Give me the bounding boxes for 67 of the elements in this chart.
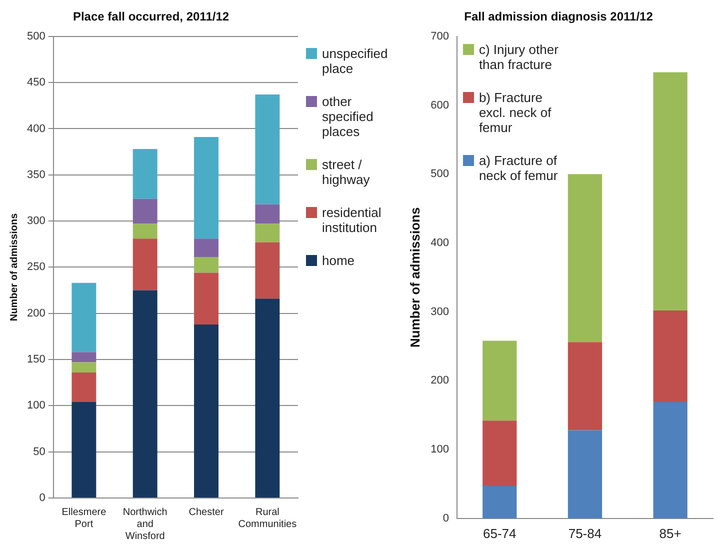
bar (72, 282, 96, 352)
y-tick-label: 450 (26, 76, 46, 89)
y-tick-label: 0 (39, 492, 46, 504)
bar (653, 310, 688, 402)
bar (72, 352, 96, 362)
x-tick-label: Rural Communities (238, 506, 297, 530)
bar (194, 238, 218, 258)
bar (132, 290, 158, 498)
chart-title: Fall admission diagnosis 2011/12 (464, 10, 654, 24)
legend-label: a) Fracture of neck of femur (478, 153, 559, 184)
y-axis-title: Number of admissions (407, 207, 422, 348)
y-tick-label: 200 (430, 374, 449, 387)
y-tick-label: 500 (430, 168, 449, 180)
bar (194, 137, 218, 239)
y-tick-label: 0 (442, 512, 449, 524)
bar (568, 430, 602, 518)
y-tick-label: 100 (26, 400, 46, 412)
bar (482, 340, 517, 421)
y-tick-label: 100 (430, 444, 449, 456)
y-tick-label: 200 (26, 307, 46, 320)
y-tick-label: 400 (430, 237, 449, 250)
bar (482, 420, 517, 486)
y-tick-label: 400 (26, 122, 46, 135)
x-tick-label: 85+ (659, 526, 682, 541)
bar (132, 198, 158, 224)
bar (194, 257, 218, 273)
y-tick-label: 300 (26, 215, 46, 228)
bar (132, 224, 158, 239)
y-tick-label: 50 (33, 446, 46, 458)
y-tick-label: 600 (430, 99, 449, 112)
x-tick-label: Ellesmere Port (62, 506, 107, 530)
bar (132, 149, 158, 199)
y-tick-label: 250 (26, 261, 46, 274)
legend-label: residential institution (322, 205, 382, 236)
y-tick-label: 150 (26, 354, 46, 366)
y-tick-label: 500 (26, 30, 46, 42)
legend-label: c) Injury other than fracture (478, 42, 560, 72)
y-tick-label: 700 (430, 30, 449, 42)
bar (132, 238, 158, 290)
x-tick-label: 75-84 (568, 526, 602, 541)
bar (255, 224, 280, 242)
legend-label: street / highway (322, 157, 371, 188)
bar (72, 402, 96, 498)
legend-label: home (322, 253, 355, 268)
bar (568, 342, 602, 430)
legend-label: b) Fracture excl. neck of femur (478, 90, 552, 136)
bar (72, 372, 96, 402)
bar (568, 174, 602, 342)
bar (255, 204, 280, 224)
bar (653, 402, 688, 518)
bar (194, 272, 218, 324)
bar (255, 94, 280, 204)
bar (72, 362, 96, 372)
x-tick-label: 65-74 (483, 526, 516, 541)
x-tick-label: Northwich and Winsford (122, 506, 168, 542)
bar (255, 298, 280, 498)
y-axis-title: Number of admissions (8, 212, 20, 322)
y-tick-label: 350 (26, 168, 46, 181)
bar (255, 242, 280, 299)
chart-title: Place fall occurred, 2011/12 (72, 10, 230, 24)
y-tick-label: 300 (430, 306, 449, 318)
bar (482, 486, 517, 518)
x-tick-label: Chester (188, 506, 224, 518)
bar (194, 324, 218, 498)
legend-label: unspecified place (322, 46, 389, 76)
legend-label: other specified places (322, 94, 374, 140)
bar (653, 72, 688, 310)
